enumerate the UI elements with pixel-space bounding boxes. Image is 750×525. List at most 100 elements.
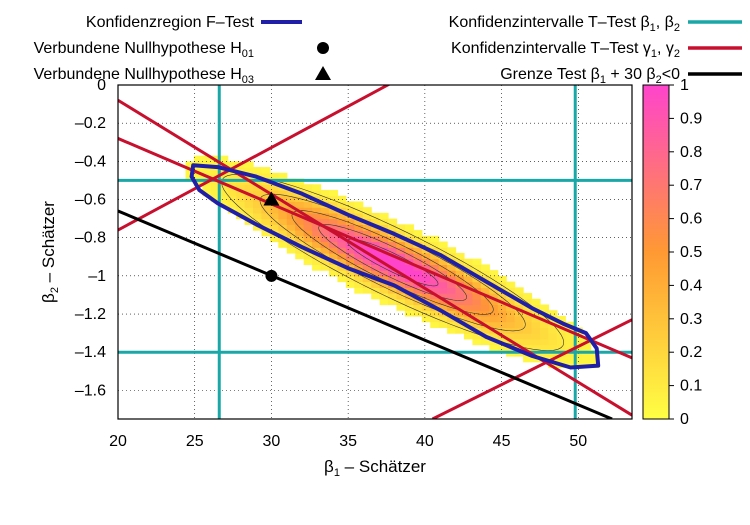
x-tick-label: 20 <box>109 433 127 450</box>
heatmap-cell <box>438 241 448 248</box>
heatmap-cell <box>438 247 448 254</box>
heatmap-cell <box>320 218 330 225</box>
x-tick-label: 50 <box>569 433 587 450</box>
heatmap-cell <box>421 241 431 248</box>
heatmap-cell <box>421 293 431 300</box>
heatmap-cell <box>497 310 507 317</box>
heatmap-cell <box>261 195 271 203</box>
heatmap-cell <box>455 321 465 328</box>
heatmap-cell <box>404 264 414 271</box>
heatmap-cell <box>269 184 279 191</box>
heatmap-cell <box>421 270 431 277</box>
heatmap-cell <box>455 304 465 311</box>
heatmap-cell <box>539 321 549 328</box>
heatmap-cell <box>312 264 322 271</box>
heatmap-cell <box>253 201 263 208</box>
heatmap-cell <box>573 361 583 369</box>
heatmap-cell <box>388 218 398 225</box>
heatmap-cell <box>371 258 381 266</box>
heatmap-cell <box>489 298 499 306</box>
heatmap-cell <box>328 212 339 220</box>
heatmap-cell <box>312 189 322 197</box>
heatmap-cell <box>438 315 448 323</box>
heatmap-cell <box>388 258 398 266</box>
heatmap-cell <box>388 298 398 306</box>
heatmap-cell <box>328 235 339 243</box>
heatmap-cell <box>253 167 263 174</box>
heatmap-cell <box>303 201 313 208</box>
heatmap-cell <box>514 333 524 340</box>
heatmap-cell <box>236 167 246 174</box>
heatmap-cell <box>438 293 448 300</box>
heatmap-cell <box>261 189 271 197</box>
heatmap-cell <box>278 201 288 208</box>
heatmap-cell <box>320 230 330 237</box>
heatmap-cell <box>413 230 423 237</box>
heatmap-cell <box>489 293 499 300</box>
heatmap-cell <box>337 212 347 220</box>
heatmap-cell <box>463 275 474 283</box>
heatmap-cell <box>438 270 448 277</box>
heatmap-cell <box>337 218 347 225</box>
heatmap-cell <box>345 201 355 208</box>
heatmap-cell <box>227 189 237 197</box>
heatmap-cell <box>472 258 482 266</box>
y-tick-label: –0.6 <box>75 192 106 209</box>
heatmap-cell <box>413 298 423 306</box>
heatmap-cell <box>371 287 381 294</box>
heatmap-cell <box>312 252 322 260</box>
heatmap-cell <box>278 230 288 237</box>
heatmap-cell <box>379 275 389 283</box>
heatmap-cell <box>312 224 322 231</box>
heatmap-cell <box>463 264 474 271</box>
colorbar-tick-label: 0.7 <box>680 177 702 194</box>
legend-marker-h03 <box>315 66 331 80</box>
y-tick-label: –1.6 <box>75 382 106 399</box>
heatmap-cell <box>312 207 322 214</box>
heatmap-cell <box>210 167 220 174</box>
heatmap-cell <box>582 344 592 351</box>
heatmap-cell <box>489 275 499 283</box>
heatmap-cell <box>421 310 431 317</box>
heatmap-cell <box>413 275 423 283</box>
heatmap-cell <box>472 275 482 283</box>
heatmap-cell <box>463 298 474 306</box>
legend-marker-h01 <box>317 42 329 54</box>
heatmap-cell <box>261 172 271 180</box>
heatmap-cell <box>413 258 423 266</box>
heatmap-cell <box>404 293 414 300</box>
heatmap-cell <box>379 247 389 254</box>
heatmap-cell <box>506 333 516 340</box>
heatmap-cell <box>320 264 330 271</box>
heatmap-cell <box>506 315 516 323</box>
heatmap-cell <box>312 184 322 191</box>
heatmap-cell <box>303 241 313 248</box>
heatmap-cell <box>455 252 465 260</box>
heatmap-cell <box>463 333 474 340</box>
heatmap-cell <box>278 195 288 203</box>
heatmap-cell <box>227 172 237 180</box>
heatmap-cell <box>430 310 440 317</box>
heatmap-cell <box>219 189 229 197</box>
heatmap-cell <box>396 281 406 288</box>
colorbar-tick-label: 0.8 <box>680 144 702 161</box>
heatmap-cell <box>354 201 364 208</box>
heatmap-cell <box>489 315 499 323</box>
colorbar-tick-label: 0.5 <box>680 244 702 261</box>
legend-label-h03: Verbundene Nullhypothese H03 <box>34 66 254 86</box>
heatmap-cell <box>430 241 440 248</box>
heatmap-cell <box>582 356 592 363</box>
y-tick-label: –1 <box>88 268 106 285</box>
plot-frame <box>117 84 633 420</box>
heatmap-cell <box>523 344 533 351</box>
heatmap-cell <box>379 287 389 294</box>
heatmap-cell <box>320 212 330 220</box>
heatmap-cell <box>523 298 533 306</box>
colorbar-tick-label: 0.3 <box>680 311 702 328</box>
heatmap-cell <box>328 264 339 271</box>
legend-label-f: Konfidenzregion F–Test <box>86 14 255 31</box>
heatmap-cell <box>489 270 499 277</box>
heatmap-cell <box>430 275 440 283</box>
heatmap-cell <box>539 327 549 334</box>
heatmap-cell <box>193 167 203 174</box>
